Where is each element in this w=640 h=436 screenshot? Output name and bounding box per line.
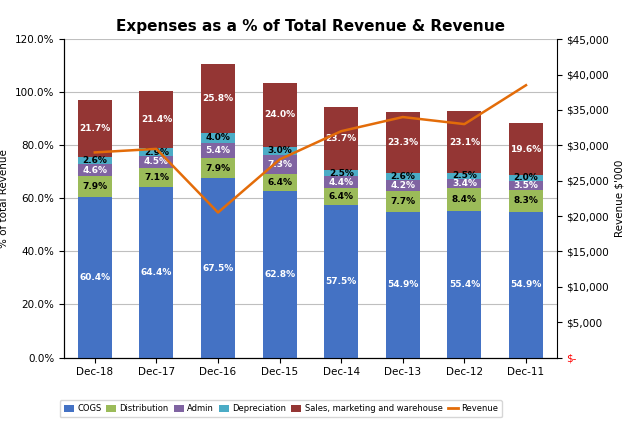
Bar [140, 168, 173, 187]
Bar [509, 123, 543, 175]
Bar [447, 188, 481, 211]
Bar [447, 173, 481, 179]
Text: 21.4%: 21.4% [141, 116, 172, 124]
Bar [324, 177, 358, 188]
Text: 3.4%: 3.4% [452, 179, 477, 188]
Bar [78, 157, 112, 164]
Bar [447, 111, 481, 173]
Text: 19.6%: 19.6% [510, 145, 541, 154]
Bar [509, 212, 543, 358]
Text: 55.4%: 55.4% [449, 279, 480, 289]
Bar [140, 92, 173, 148]
Bar [262, 146, 296, 155]
Text: 2.5%: 2.5% [329, 169, 354, 177]
Bar [201, 178, 235, 358]
Text: 3.0%: 3.0% [268, 146, 292, 155]
Bar [201, 157, 235, 178]
Y-axis label: % of total Revenue: % of total Revenue [0, 149, 9, 248]
Text: 5.4%: 5.4% [205, 146, 230, 155]
Text: 4.6%: 4.6% [83, 166, 108, 175]
Bar [140, 156, 173, 168]
Text: 2.9%: 2.9% [144, 148, 169, 157]
Bar [386, 112, 420, 174]
Bar [262, 83, 296, 146]
Text: 2.6%: 2.6% [390, 172, 415, 181]
Bar [386, 191, 420, 212]
Text: 54.9%: 54.9% [387, 280, 419, 289]
Text: 7.9%: 7.9% [82, 182, 108, 191]
Bar [509, 190, 543, 212]
Text: 2.5%: 2.5% [452, 171, 477, 181]
Bar [324, 205, 358, 358]
Text: 6.4%: 6.4% [329, 192, 354, 201]
Bar [262, 191, 296, 358]
Text: 23.7%: 23.7% [326, 134, 357, 143]
Text: 21.7%: 21.7% [79, 124, 111, 133]
Text: 3.5%: 3.5% [513, 181, 538, 190]
Text: 54.9%: 54.9% [510, 280, 541, 289]
Text: 57.5%: 57.5% [326, 277, 357, 286]
Bar [324, 188, 358, 205]
Bar [447, 211, 481, 358]
Text: 64.4%: 64.4% [141, 268, 172, 276]
Text: 62.8%: 62.8% [264, 270, 295, 279]
Bar [386, 174, 420, 181]
Text: 60.4%: 60.4% [79, 273, 110, 282]
Text: 67.5%: 67.5% [202, 263, 234, 272]
Bar [324, 107, 358, 170]
Bar [201, 143, 235, 157]
Y-axis label: Revenue $'000: Revenue $'000 [615, 160, 625, 237]
Bar [324, 170, 358, 177]
Text: 7.1%: 7.1% [144, 173, 169, 182]
Bar [386, 212, 420, 358]
Text: 6.4%: 6.4% [267, 178, 292, 187]
Text: 7.7%: 7.7% [390, 197, 415, 206]
Bar [140, 148, 173, 156]
Text: 4.5%: 4.5% [144, 157, 169, 167]
Bar [78, 198, 112, 358]
Text: 4.0%: 4.0% [205, 133, 230, 143]
Bar [447, 179, 481, 188]
Bar [509, 181, 543, 190]
Text: 7.9%: 7.9% [205, 164, 230, 173]
Text: 7.3%: 7.3% [267, 160, 292, 169]
Text: 23.1%: 23.1% [449, 137, 480, 146]
Text: 8.3%: 8.3% [513, 196, 538, 205]
Legend: COGS, Distribution, Admin, Depreciation, Sales, marketing and warehouse, Revenue: COGS, Distribution, Admin, Depreciation,… [60, 400, 502, 417]
Text: 8.4%: 8.4% [452, 195, 477, 204]
Title: Expenses as a % of Total Revenue & Revenue: Expenses as a % of Total Revenue & Reven… [116, 19, 505, 34]
Bar [262, 174, 296, 191]
Bar [509, 175, 543, 181]
Text: 2.0%: 2.0% [514, 174, 538, 182]
Bar [78, 177, 112, 198]
Bar [78, 164, 112, 177]
Text: 2.6%: 2.6% [83, 156, 108, 165]
Bar [201, 64, 235, 133]
Text: 25.8%: 25.8% [202, 94, 234, 103]
Text: 24.0%: 24.0% [264, 110, 295, 119]
Bar [140, 187, 173, 358]
Bar [386, 181, 420, 191]
Text: 4.4%: 4.4% [328, 178, 354, 187]
Text: 4.2%: 4.2% [390, 181, 415, 191]
Bar [262, 155, 296, 174]
Bar [201, 133, 235, 143]
Text: 23.3%: 23.3% [387, 138, 419, 147]
Bar [78, 100, 112, 157]
